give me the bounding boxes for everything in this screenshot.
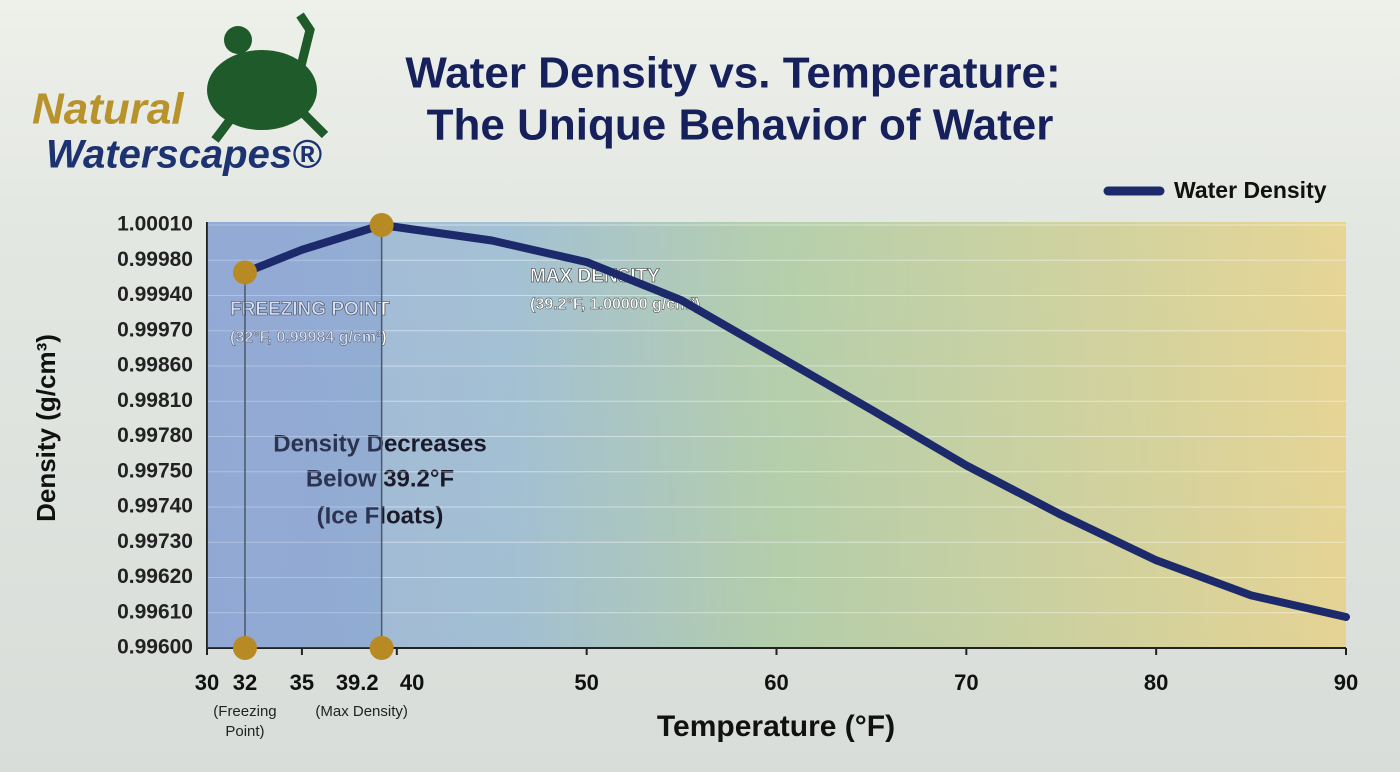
y-tick-label: 0.99970 — [117, 318, 193, 341]
annotation: Density Decreases — [273, 430, 486, 457]
y-tick-label: 0.99980 — [117, 248, 193, 271]
y-tick-label: 0.99610 — [117, 600, 193, 623]
logo-text: Waterscapes® — [46, 133, 322, 177]
legend: Water Density — [1103, 177, 1327, 203]
x-tick-label: 70 — [954, 670, 978, 695]
chart-title: The Unique Behavior of Water — [427, 101, 1054, 150]
annotation: (39.2°F, 1.00000 g/cm³) — [530, 296, 700, 313]
legend-label: Water Density — [1174, 177, 1327, 203]
annotation: Below 39.2°F — [306, 465, 454, 492]
y-tick-label: 0.99780 — [117, 424, 193, 447]
x-tick-label: 32 — [233, 670, 257, 695]
annotation: (32°F, 0.99984 g/cm³) — [230, 329, 387, 346]
x-tick-label: 90 — [1334, 670, 1358, 695]
x-tick-label: 40 — [400, 670, 424, 695]
y-tick-label: 0.99750 — [117, 459, 193, 482]
y-tick-label: 0.99600 — [117, 636, 193, 659]
x-tick-label: 35 — [290, 670, 314, 695]
annotation: (Ice Floats) — [317, 502, 444, 529]
chart-title: Water Density vs. Temperature: — [405, 49, 1060, 98]
y-tick-label: 0.99620 — [117, 565, 193, 588]
region-shade — [207, 222, 382, 648]
y-tick-label: 0.99940 — [117, 283, 193, 306]
x-tick-label: 80 — [1144, 670, 1168, 695]
y-tick-label: 0.99810 — [117, 389, 193, 412]
y-tick-label: 0.99730 — [117, 530, 193, 553]
highlight-point — [369, 213, 394, 237]
logo-text: Natural — [32, 85, 184, 134]
y-axis-title: Density (g/cm³) — [31, 334, 61, 522]
y-tick-label: 0.99740 — [117, 495, 193, 518]
y-tick-label: 0.99860 — [117, 354, 193, 377]
highlight-point — [232, 260, 257, 285]
plot-area — [207, 222, 1346, 648]
axis-marker — [232, 636, 257, 660]
x-tick-label: 30 — [195, 670, 219, 695]
y-tick-label: 1.00010 — [117, 213, 193, 236]
tick-note: (Max Density) — [315, 703, 408, 720]
annotation: FREEZING POINT — [230, 299, 390, 320]
axis-marker — [369, 636, 394, 660]
logo: Natural Waterscapes® — [32, 12, 329, 177]
x-tick-label: 50 — [574, 670, 598, 695]
x-axis-title: Temperature (°F) — [657, 710, 895, 743]
tick-note: (Freezing — [213, 703, 276, 720]
tick-note: Point) — [225, 723, 264, 740]
x-tick-label: 39.2 — [336, 670, 379, 695]
x-tick-label: 60 — [764, 670, 788, 695]
